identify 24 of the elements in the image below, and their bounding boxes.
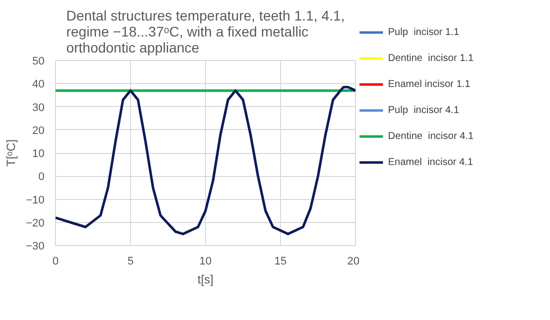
- x-tick-label: 0: [52, 256, 59, 268]
- legend-label: Enamel incisor 4.1: [388, 156, 474, 168]
- y-tick-label: 50: [32, 56, 45, 68]
- y-axis-title: T[ᵒC]: [4, 139, 18, 167]
- legend-label: Pulp incisor 1.1: [388, 26, 460, 38]
- legend-label: Pulp incisor 4.1: [388, 104, 460, 116]
- x-tick-label: 10: [199, 256, 212, 268]
- x-tick-label: 5: [127, 256, 134, 268]
- y-tick-label: 30: [32, 102, 45, 114]
- x-tick-label: 15: [274, 256, 287, 268]
- legend-label: Dentine incisor 4.1: [388, 130, 474, 142]
- x-axis-title: t[s]: [198, 272, 214, 286]
- y-tick-label: −30: [26, 240, 45, 252]
- line-series: [56, 86, 356, 236]
- x-tick-label: 20: [347, 256, 360, 268]
- legend-label: Dentine incisor 1.1: [388, 52, 474, 64]
- legend-label: Enamel incisor 1.1: [388, 78, 470, 90]
- y-tick-label: −20: [26, 217, 45, 230]
- y-tick-label: 40: [32, 78, 45, 91]
- chart-title: Dental structures temperature, teeth 1.1, 4.1, regime −18...37ᵒC, with a fixed metallic orthodontic appliance: [66, 8, 345, 56]
- y-tick-label: −10: [26, 194, 45, 206]
- y-tick-label: 10: [32, 148, 45, 160]
- y-tick-label: 20: [32, 124, 45, 137]
- y-tick-label: 0: [38, 171, 45, 184]
